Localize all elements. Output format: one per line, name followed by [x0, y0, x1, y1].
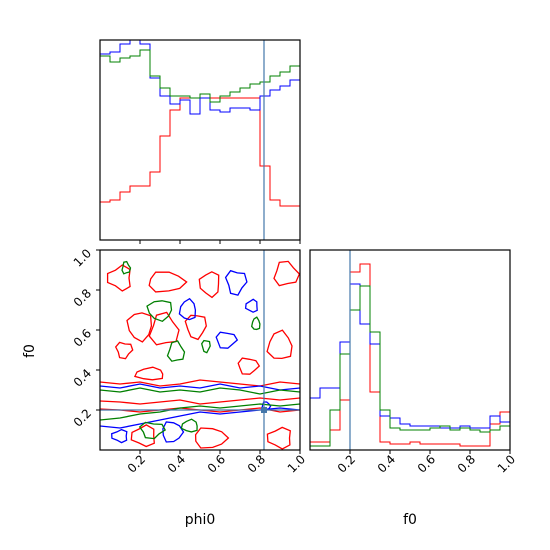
- y-tick-label: 0.6: [71, 326, 94, 349]
- y-tick-label: 0.4: [71, 366, 94, 389]
- x-axis-label-phi0: phi0: [185, 512, 216, 528]
- x-tick-label: 0.8: [455, 452, 478, 475]
- contour-loop-0-2: [198, 271, 220, 299]
- x-tick-label: 0.2: [125, 452, 148, 475]
- contour-loop-1-6: [261, 401, 272, 411]
- x-axis-label-f0: f0: [403, 512, 417, 528]
- f0-marginal-axes-frame: [309, 249, 511, 451]
- contour-loop-2-3: [200, 339, 211, 354]
- histogram-series-1: [100, 40, 300, 115]
- f0-vs-phi0-contour-panel: 0.2 0.4 0.6 0.8 1.0 0.2 0.4 0.6 0.8 1.0: [71, 246, 308, 475]
- contour-loop-0-1: [148, 271, 188, 293]
- contour-loop-2-6: [180, 418, 198, 433]
- y-axis-label-f0: f0: [22, 344, 38, 358]
- contour-loop-1-3: [244, 298, 258, 313]
- contour-loop-0-13: [266, 426, 291, 450]
- contour-loop-0-0: [106, 264, 131, 292]
- x-tick-label: 0.6: [205, 452, 228, 475]
- contour-loop-0-9: [133, 366, 164, 381]
- contour-loop-2-1: [146, 300, 173, 323]
- x-tick-label: 0.2: [335, 452, 358, 475]
- contour-loop-0-8: [114, 341, 134, 360]
- x-tick-label: 1.0: [495, 452, 518, 475]
- contour-loop-2-4: [250, 316, 261, 331]
- contour-loop-0-4: [126, 312, 153, 343]
- contour-loop-2-0: [121, 260, 132, 275]
- contour-loop-1-5: [111, 428, 128, 444]
- x-tick-label: 1.0: [285, 452, 308, 475]
- x-tick-label: 0.8: [245, 452, 268, 475]
- histogram-series-2: [100, 49, 300, 103]
- contour-loop-1-2: [215, 331, 239, 349]
- x-tick-label: 0.4: [165, 452, 188, 475]
- contour-layer: [100, 260, 300, 450]
- histogram-series-1: [310, 283, 510, 429]
- f0-marginal-histogram-panel: 0.2 0.4 0.6 0.8 1.0: [309, 249, 518, 476]
- y-tick-label: 1.0: [71, 246, 94, 269]
- contour-line-0-2: [100, 379, 300, 387]
- y-tick-label: 0.8: [71, 286, 94, 309]
- contour-loop-1-1: [178, 297, 197, 321]
- y-tick-label: 0.2: [71, 406, 94, 429]
- contour-line-1-0: [100, 383, 300, 391]
- histogram-series-0: [100, 97, 300, 207]
- contour-axes-frame: [99, 249, 301, 451]
- contour-loop-2-2: [166, 340, 186, 362]
- contour-loop-0-11: [130, 424, 155, 448]
- contour-loop-0-3: [273, 260, 300, 287]
- x-tick-label: 0.6: [415, 452, 438, 475]
- contour-loop-2-5: [138, 421, 167, 440]
- contour-loop-0-7: [266, 329, 293, 360]
- contour-line-2-1: [100, 403, 300, 421]
- phi0-marginal-histogram-panel: [99, 39, 301, 244]
- contour-loop-1-4: [162, 421, 185, 443]
- contour-line-0-0: [100, 397, 300, 405]
- truth-marker: [261, 407, 267, 413]
- contour-loop-0-5: [148, 311, 180, 346]
- contour-loop-1-0: [224, 269, 248, 296]
- x-tick-label: 0.4: [375, 452, 398, 475]
- contour-loop-0-6: [184, 314, 207, 341]
- contour-line-2-0: [100, 387, 300, 395]
- phi0-marginal-axes-frame: [99, 39, 301, 241]
- contour-loop-0-10: [237, 357, 261, 375]
- contour-loop-0-12: [194, 427, 230, 449]
- histogram-series-0: [310, 263, 510, 447]
